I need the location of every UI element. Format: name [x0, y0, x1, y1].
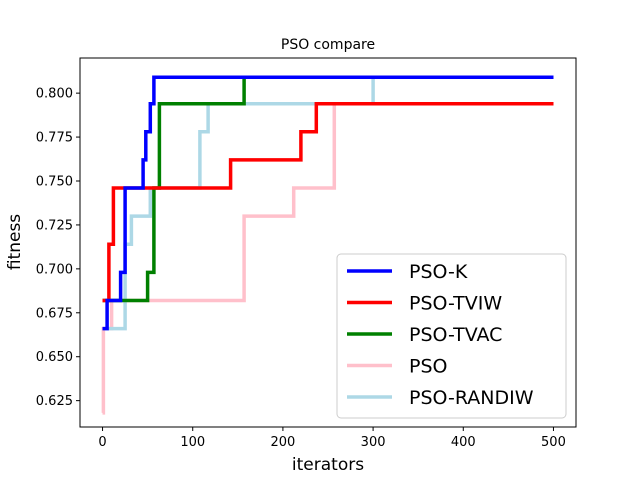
plot-area-frame: [79, 57, 577, 428]
legend-label: PSO-K: [409, 261, 468, 283]
series-layer: [101, 75, 554, 415]
x-axis-label: iterators: [292, 455, 364, 475]
chart-title: PSO compare: [281, 37, 375, 53]
y-tick-label: 0.775: [36, 131, 73, 146]
legend-label: PSO-RANDIW: [409, 387, 534, 409]
x-tick-label: 500: [541, 435, 566, 450]
series-line-pso: [101, 101, 554, 415]
y-tick-label: 0.800: [36, 87, 73, 102]
y-axis-label: fitness: [5, 214, 25, 270]
legend: PSO-K PSO-TVIW PSO-TVAC PSO PSO-RANDIW: [336, 253, 567, 419]
series-line-pso-tviw: [102, 101, 554, 303]
legend-label: PSO: [409, 356, 447, 378]
series-line-pso-k: [102, 75, 554, 331]
y-tick-label: 0.750: [36, 175, 73, 190]
y-tick-label: 0.675: [36, 306, 73, 321]
legend-box: [336, 253, 567, 419]
legend-label: PSO-TVAC: [409, 324, 502, 346]
y-tick-label: 0.625: [36, 394, 73, 409]
x-tick-label: 0: [98, 435, 106, 450]
x-tick-label: 200: [270, 435, 295, 450]
x-axis-ticks: 0 100 200 300 400 500: [98, 427, 566, 450]
y-tick-label: 0.725: [36, 218, 73, 233]
x-tick-label: 300: [361, 435, 386, 450]
x-tick-label: 100: [180, 435, 205, 450]
y-axis-ticks: 0.625 0.650 0.675 0.700 0.725 0.750 0.775 0.800: [36, 87, 80, 409]
x-tick-label: 400: [451, 435, 476, 450]
y-tick-label: 0.700: [36, 262, 73, 277]
legend-label: PSO-TVIW: [409, 293, 502, 315]
y-tick-label: 0.650: [36, 350, 73, 365]
